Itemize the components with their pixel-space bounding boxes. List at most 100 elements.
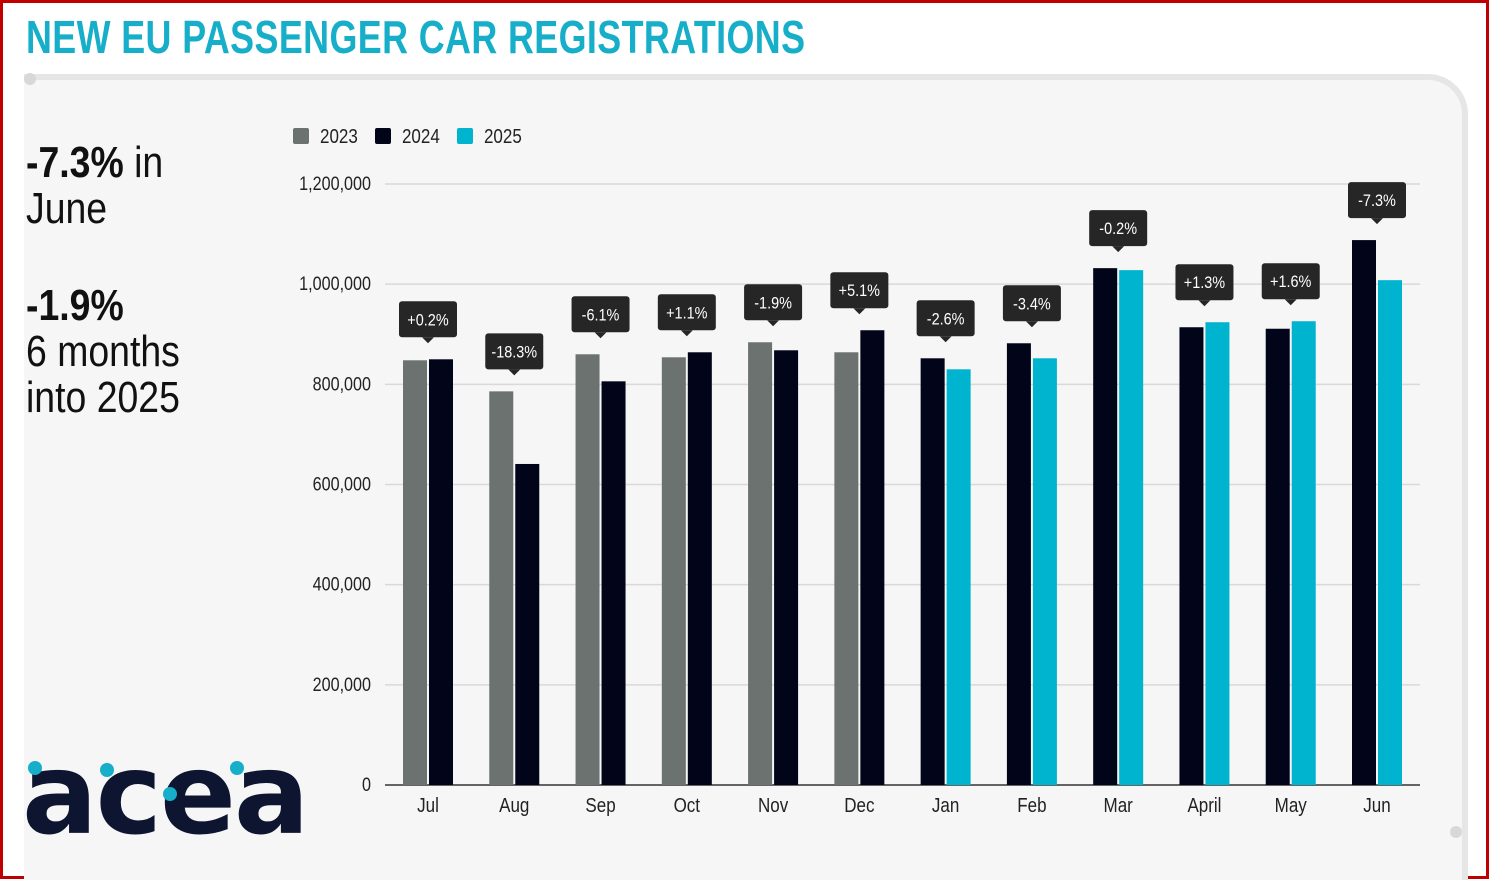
x-tick-label: Jan <box>932 794 959 817</box>
annotation-label: -1.9% <box>754 294 792 312</box>
bar-April-2024 <box>1179 327 1204 785</box>
x-tick-label: Mar <box>1104 794 1133 817</box>
legend-label-2024: 2024 <box>402 125 440 148</box>
annotation-label: +1.1% <box>666 304 707 322</box>
logo-dot <box>28 761 42 775</box>
june-value: -7.3% <box>26 138 124 187</box>
annotation-box <box>1175 264 1234 301</box>
x-tick-label: Nov <box>758 794 789 817</box>
x-tick-label: May <box>1275 794 1308 817</box>
bar-April-2025 <box>1205 322 1230 785</box>
annotation-pointer <box>1025 321 1038 328</box>
annotation-box <box>1002 285 1061 322</box>
logo-dot <box>100 763 114 777</box>
annotation-label: +1.3% <box>1184 274 1225 292</box>
bar-May-2024 <box>1265 328 1290 785</box>
x-tick-label: Jun <box>1363 794 1390 817</box>
bar-Aug-2024 <box>515 463 540 785</box>
annotation-label: -7.3% <box>1358 192 1396 210</box>
bar-Mar-2024 <box>1093 268 1118 785</box>
y-tick-label: 200,000 <box>313 674 372 696</box>
bar-Jul-2024 <box>429 359 453 785</box>
ytd-line2: into 2025 <box>26 373 180 422</box>
bar-Jun-2025 <box>1378 280 1402 785</box>
annotation-box <box>1261 263 1320 300</box>
annotation-pointer <box>1284 299 1297 306</box>
bar-May-2025 <box>1291 321 1316 785</box>
annotation-box <box>916 300 975 337</box>
decorative-dot <box>24 73 36 85</box>
annotation-box <box>399 301 457 338</box>
legend-swatch-2023 <box>293 128 309 144</box>
ytd-summary: -1.9% 6 months into 2025 <box>26 283 180 421</box>
annotation-pointer <box>508 369 521 376</box>
annotation-label: +1.6% <box>1270 273 1311 291</box>
bar-Nov-2023 <box>748 342 773 785</box>
bar-Feb-2024 <box>1006 343 1031 785</box>
y-tick-label: 600,000 <box>313 473 372 495</box>
annotation-pointer <box>853 308 866 315</box>
annotation-pointer <box>680 330 693 337</box>
bar-Oct-2024 <box>687 352 712 785</box>
annotation-box <box>571 296 630 333</box>
ytd-value: -1.9% <box>26 281 124 330</box>
logo-dot <box>230 761 244 775</box>
annotation-box <box>1089 210 1148 247</box>
annotation-pointer <box>939 336 952 343</box>
annotation-label: +0.2% <box>407 311 448 329</box>
bar-Sep-2023 <box>575 354 600 785</box>
annotation-label: -18.3% <box>491 343 537 361</box>
june-summary: -7.3% in June <box>26 140 163 232</box>
legend-swatch-2024 <box>375 128 391 144</box>
x-tick-label: Oct <box>674 794 701 817</box>
annotation-pointer <box>422 337 434 344</box>
y-tick-label: 800,000 <box>313 373 372 395</box>
x-tick-label: Dec <box>844 794 874 817</box>
x-tick-label: Aug <box>499 794 529 817</box>
decorative-dot <box>1450 826 1462 838</box>
annotation-pointer <box>594 332 607 339</box>
legend-label-2023: 2023 <box>320 125 358 148</box>
annotation-box <box>657 294 716 331</box>
june-text: in <box>134 138 164 187</box>
june-month: June <box>26 184 108 233</box>
bar-Jan-2024 <box>920 358 945 785</box>
x-tick-label: Jul <box>417 794 439 817</box>
annotation-pointer <box>1112 246 1125 253</box>
bar-Aug-2023 <box>489 391 514 785</box>
bar-Jul-2023 <box>403 360 427 785</box>
annotation-pointer <box>1198 300 1211 307</box>
bar-Dec-2024 <box>860 330 885 785</box>
legend-label-2025: 2025 <box>484 125 522 148</box>
bar-Nov-2024 <box>774 350 799 785</box>
bar-Jun-2024 <box>1352 240 1376 786</box>
annotation-label: -2.6% <box>927 310 965 328</box>
logo-dot <box>163 787 177 801</box>
bar-Mar-2025 <box>1119 270 1144 786</box>
x-tick-label: Sep <box>585 794 615 817</box>
annotation-box <box>485 333 544 370</box>
bar-Sep-2024 <box>601 381 626 785</box>
annotation-box <box>830 272 889 309</box>
annotation-box <box>744 284 803 321</box>
annotation-box <box>1348 182 1406 219</box>
annotation-label: -3.4% <box>1013 295 1051 313</box>
legend-swatch-2025 <box>457 128 473 144</box>
y-tick-label: 1,000,000 <box>299 273 371 295</box>
bar-Dec-2023 <box>834 352 859 785</box>
annotation-label: -0.2% <box>1099 220 1137 238</box>
annotation-pointer <box>1371 218 1383 225</box>
annotation-pointer <box>767 320 780 327</box>
annotation-label: +5.1% <box>839 282 880 300</box>
y-tick-label: 1,200,000 <box>299 173 371 195</box>
y-tick-label: 0 <box>362 774 371 796</box>
y-tick-label: 400,000 <box>313 573 372 595</box>
ytd-line1: 6 months <box>26 327 180 376</box>
bar-Jan-2025 <box>946 369 971 785</box>
annotation-label: -6.1% <box>582 306 620 324</box>
x-tick-label: April <box>1187 794 1221 817</box>
x-tick-label: Feb <box>1017 794 1046 817</box>
bar-Feb-2025 <box>1032 358 1057 785</box>
bar-Oct-2023 <box>661 357 686 785</box>
